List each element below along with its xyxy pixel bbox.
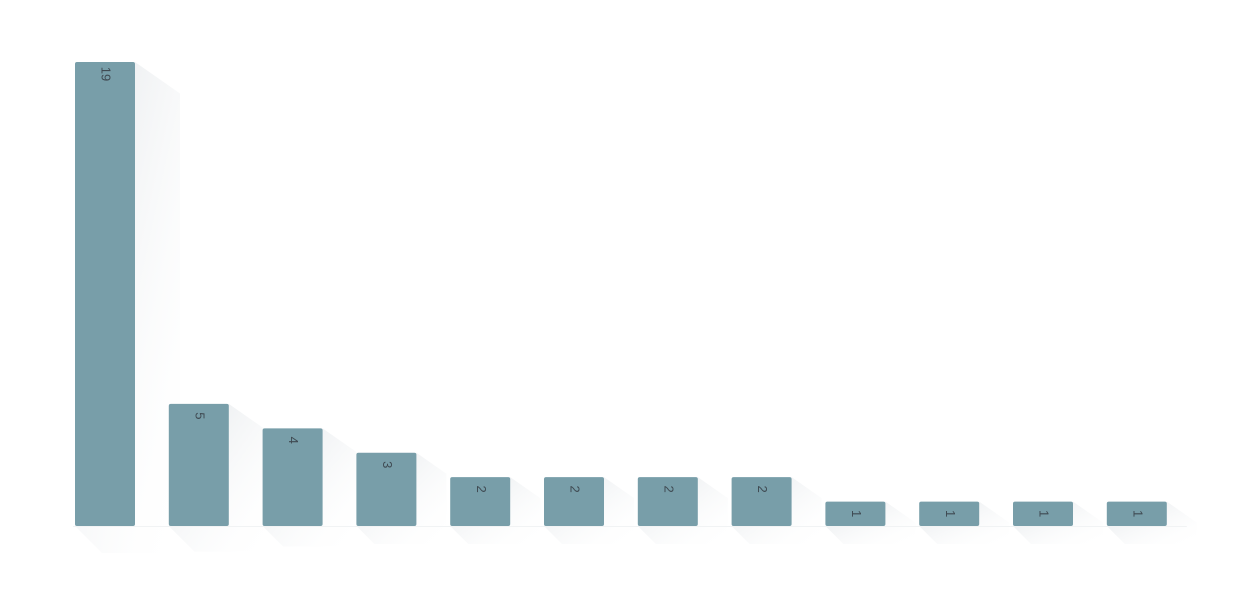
bar-shadows <box>75 62 1197 553</box>
value-label-10: 1 <box>943 510 958 517</box>
bar-9[interactable] <box>825 501 886 526</box>
value-label-1: 19 <box>99 67 114 81</box>
value-label-3: 4 <box>286 437 301 444</box>
bar-12[interactable] <box>1106 501 1167 526</box>
bar-6[interactable] <box>544 477 604 526</box>
value-labels: 19 5 4 3 2 2 2 2 1 1 1 1 <box>99 67 1146 517</box>
bar-7[interactable] <box>637 477 698 526</box>
value-label-11: 1 <box>1037 510 1052 517</box>
bar-1[interactable] <box>75 62 135 526</box>
value-label-5: 2 <box>474 486 489 493</box>
value-label-12: 1 <box>1130 510 1145 517</box>
bar-2[interactable] <box>168 403 229 526</box>
value-label-7: 2 <box>661 486 676 493</box>
bar-3[interactable] <box>262 428 323 526</box>
value-label-4: 3 <box>380 461 395 468</box>
bar-10[interactable] <box>919 501 980 526</box>
bar-8[interactable] <box>731 477 792 526</box>
bar-5[interactable] <box>450 477 511 526</box>
bar-11[interactable] <box>1013 501 1073 526</box>
bar-4[interactable] <box>356 452 417 526</box>
value-label-6: 2 <box>568 486 583 493</box>
value-label-9: 1 <box>849 510 864 517</box>
bars <box>75 62 1167 526</box>
value-label-8: 2 <box>755 486 770 493</box>
value-label-2: 5 <box>192 412 207 419</box>
